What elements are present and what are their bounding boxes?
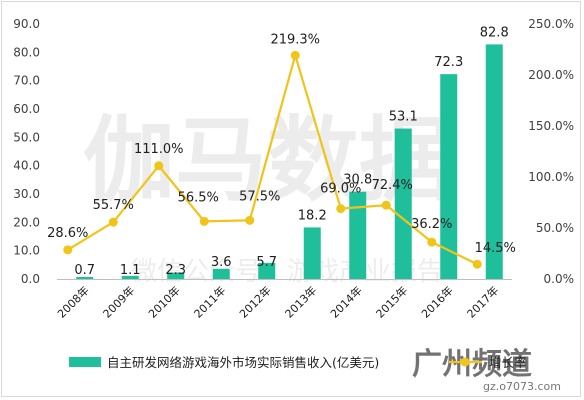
left-tick-label: 20.0 (13, 215, 40, 229)
x-axis-ticks: 2008年 2009年 2010年 2011年 2012年 2013年 2014年 2015年… (54, 283, 501, 320)
legend-label-bar: 自主研发网络游戏海外市场实际销售收入(亿美元) (107, 355, 379, 370)
bar-value-label: 82.8 (480, 25, 509, 40)
watermark-logo: 广州频道 (412, 347, 532, 382)
line-value-label: 14.5% (475, 241, 516, 256)
bar-value-label: 3.6 (211, 255, 232, 270)
watermark-small: 微信公众号：游戏产业报告 (131, 257, 443, 287)
growth-point (472, 259, 482, 269)
growth-point (63, 245, 73, 255)
right-axis-ticks: 0.0% 50.0% 100.0% 150.0% 200.0% 250.0% (528, 17, 574, 286)
growth-point (245, 215, 255, 225)
x-tick-label: 2011年 (191, 283, 228, 320)
growth-line (67, 51, 478, 266)
x-tick-label: 2008年 (54, 283, 91, 320)
left-tick-label: 0.0 (21, 272, 40, 286)
watermark-url: gz.o7073.com (483, 380, 561, 393)
line-value-label: 219.3% (270, 32, 320, 47)
growth-point (290, 50, 300, 60)
bar-value-labels: 0.7 1.1 2.3 3.6 5.7 18.2 30.8 53.1 72.3 82.8 (74, 25, 508, 278)
growth-point (154, 161, 164, 171)
left-tick-label: 50.0 (13, 130, 40, 144)
bar (394, 128, 412, 279)
bar-value-label: 72.3 (434, 55, 463, 70)
bar (258, 262, 276, 279)
left-tick-label: 10.0 (13, 244, 40, 258)
line-value-label: 56.5% (178, 190, 219, 205)
x-tick-label: 2013年 (282, 283, 319, 320)
line-series (63, 50, 482, 269)
line-value-label: 69.0% (320, 182, 361, 197)
line-value-label: 57.5% (239, 189, 280, 204)
x-tick-label: 2017年 (464, 283, 501, 320)
bar (440, 74, 458, 280)
left-tick-label: 70.0 (13, 74, 40, 88)
line-value-label: 28.6% (47, 226, 88, 241)
right-tick-label: 150.0% (528, 119, 574, 133)
legend: 自主研发网络游戏海外市场实际销售收入(亿美元) 增长率 (69, 355, 527, 370)
bar (76, 277, 94, 279)
x-tick-label: 2016年 (418, 283, 455, 320)
line-value-label: 55.7% (93, 198, 134, 213)
x-tick-label: 2012年 (236, 283, 273, 320)
x-tick-label: 2010年 (145, 283, 182, 320)
bar (167, 272, 185, 279)
growth-point (108, 217, 118, 227)
left-tick-label: 90.0 (13, 17, 40, 31)
legend-label-line: 增长率 (489, 355, 527, 370)
bar (303, 227, 321, 279)
bar-value-label: 2.3 (165, 263, 186, 278)
bar (212, 268, 230, 279)
left-axis-ticks: 0.0 10.0 20.0 30.0 40.0 50.0 60.0 70.0 80.0 90.0 (13, 17, 40, 286)
bar (485, 44, 503, 280)
growth-point (336, 204, 346, 214)
line-value-labels: 28.6% 55.7% 111.0% 56.5% 57.5% 219.3% 69.0% 72.… (47, 32, 516, 256)
x-tick-label: 2009年 (100, 283, 137, 320)
right-tick-label: 250.0% (528, 17, 574, 31)
legend-swatch-bar (69, 357, 101, 367)
bar-value-label: 53.1 (389, 110, 418, 125)
left-tick-label: 60.0 (13, 102, 40, 116)
x-tick-label: 2015年 (373, 283, 410, 320)
bar-value-label: 0.7 (74, 263, 95, 278)
legend-swatch-point (460, 357, 470, 367)
bar (121, 275, 139, 279)
bar-value-label: 30.8 (343, 173, 372, 188)
growth-point (427, 237, 437, 247)
bar-series (76, 44, 503, 280)
right-tick-label: 100.0% (528, 170, 574, 184)
line-value-label: 72.4% (372, 178, 413, 193)
left-tick-label: 40.0 (13, 159, 40, 173)
bar-value-label: 1.1 (120, 263, 141, 278)
growth-point (199, 216, 209, 226)
right-tick-label: 0.0% (544, 272, 575, 286)
right-tick-label: 200.0% (528, 68, 574, 82)
bar-value-label: 18.2 (298, 208, 327, 223)
left-tick-label: 80.0 (13, 45, 40, 59)
line-value-label: 36.2% (411, 217, 452, 232)
x-tick-label: 2014年 (327, 283, 364, 320)
bar (349, 191, 367, 279)
bar-value-label: 5.7 (256, 255, 277, 270)
line-value-label: 111.0% (134, 142, 184, 157)
right-tick-label: 50.0% (536, 221, 574, 235)
left-tick-label: 30.0 (13, 187, 40, 201)
growth-point (381, 200, 391, 210)
